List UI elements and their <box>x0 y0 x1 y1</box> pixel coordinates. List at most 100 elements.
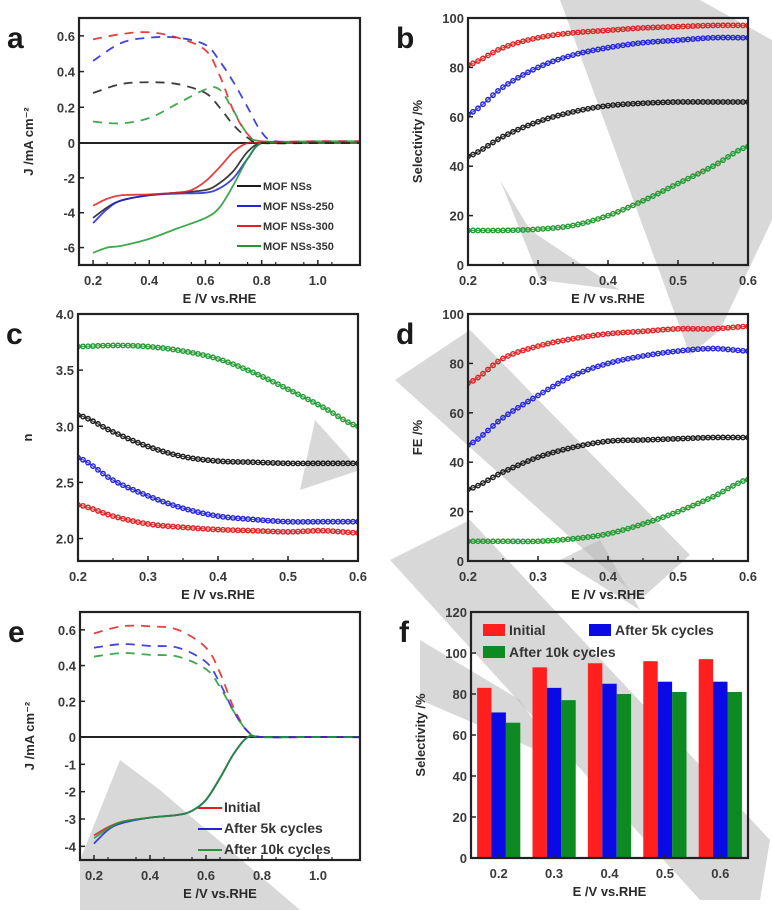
data-point <box>555 448 561 454</box>
data-point <box>155 446 161 453</box>
legend-label: MOF NSs <box>263 181 312 193</box>
data-point <box>500 355 506 362</box>
data-point <box>720 488 726 495</box>
data-point <box>350 421 356 428</box>
data-point <box>555 380 561 387</box>
data-point <box>345 419 351 426</box>
legend-label: Initial <box>509 622 546 638</box>
data-point <box>630 524 636 530</box>
plot-frame <box>469 610 750 860</box>
data-point <box>520 124 526 131</box>
series-mof-nss-350 <box>92 140 360 254</box>
data-point <box>550 114 556 120</box>
data-point <box>685 175 691 182</box>
data-point <box>545 340 551 347</box>
data-point <box>635 522 641 529</box>
data-point <box>730 150 736 157</box>
data-point <box>185 454 191 461</box>
data-point <box>170 346 176 353</box>
y-tick-label: 0.2 <box>58 694 76 709</box>
x-tick-label: 0.6 <box>739 569 757 584</box>
data-point <box>725 485 731 492</box>
bar-after-5k-cycles-0.2 <box>491 712 506 858</box>
data-point <box>570 335 576 342</box>
data-point <box>740 478 746 484</box>
data-point <box>535 118 541 125</box>
data-point <box>650 517 656 524</box>
data-point <box>495 358 501 365</box>
y-tick-label: -3 <box>64 812 76 827</box>
plot-area <box>78 342 358 536</box>
data-point <box>500 414 506 421</box>
data-point <box>565 53 571 60</box>
data-point <box>650 193 656 199</box>
y-tick-label: 0.4 <box>57 65 76 80</box>
data-point <box>190 349 196 356</box>
x-tick-label: 0.8 <box>253 273 271 288</box>
data-point <box>85 459 91 466</box>
data-point <box>655 190 661 197</box>
data-point <box>560 446 566 453</box>
data-point <box>320 404 326 411</box>
data-point <box>610 210 616 217</box>
legend-label: After 10k cycles <box>509 644 616 660</box>
panel-letter: e <box>8 616 25 649</box>
x-axis-title: E /V vs.RHE <box>571 587 645 602</box>
data-point <box>610 529 616 536</box>
data-point <box>535 392 541 399</box>
legend: MOF NSs MOF NSs-250 MOF NSs-300 MOF NSs-350 <box>237 181 334 253</box>
chart-panel-c: c 0.2 0.3 0.4 0.5 0.6 2.0 2.5 3.0 3.5 4.0 E /V vs.R… <box>6 307 367 602</box>
data-point <box>565 223 571 230</box>
data-point <box>645 352 651 359</box>
data-point <box>675 508 681 515</box>
x-tick-label: 0.6 <box>739 273 757 288</box>
data-point <box>710 493 716 500</box>
y-tick-label: 0.6 <box>57 29 75 44</box>
y-axis-title: Selectivity /% <box>413 693 428 777</box>
y-tick-label: 80 <box>453 687 467 702</box>
data-point <box>545 451 551 457</box>
legend-swatch <box>589 624 611 636</box>
data-point <box>700 168 706 175</box>
data-point <box>200 352 206 358</box>
data-point <box>285 386 291 393</box>
x-tick-label: 0.4 <box>209 569 228 584</box>
data-point <box>95 508 101 514</box>
data-point <box>540 33 546 40</box>
data-point <box>230 361 236 368</box>
data-point <box>730 482 736 489</box>
data-point <box>250 369 256 376</box>
data-point <box>500 44 506 51</box>
data-point <box>90 463 96 470</box>
y-tick-label: 60 <box>450 406 464 421</box>
series-mof-nss-ring <box>92 81 360 145</box>
data-point <box>510 408 516 414</box>
y-axis-title: FE /% <box>410 419 425 455</box>
watermark-shape <box>560 0 772 355</box>
data-point <box>525 122 531 129</box>
x-axis-title: E /V vs.RHE <box>573 884 647 899</box>
data-point <box>660 514 666 521</box>
plot-area <box>468 22 748 234</box>
data-point <box>665 512 671 519</box>
data-point <box>625 525 631 532</box>
data-point <box>130 518 136 524</box>
data-point <box>480 432 486 438</box>
data-point <box>185 506 191 513</box>
data-point <box>90 506 96 512</box>
data-point <box>468 442 471 448</box>
data-point <box>580 49 586 56</box>
panel-letter: f <box>399 616 410 649</box>
data-point <box>590 440 596 447</box>
watermark-shape <box>560 540 640 610</box>
data-point <box>125 435 131 442</box>
data-point <box>525 37 531 43</box>
x-tick-label: 0.2 <box>459 273 477 288</box>
data-point <box>135 519 141 526</box>
data-point <box>690 502 696 509</box>
data-point <box>685 504 691 511</box>
legend-swatch <box>483 624 505 636</box>
data-point <box>565 336 571 343</box>
data-point <box>255 371 261 378</box>
data-point <box>635 353 641 360</box>
